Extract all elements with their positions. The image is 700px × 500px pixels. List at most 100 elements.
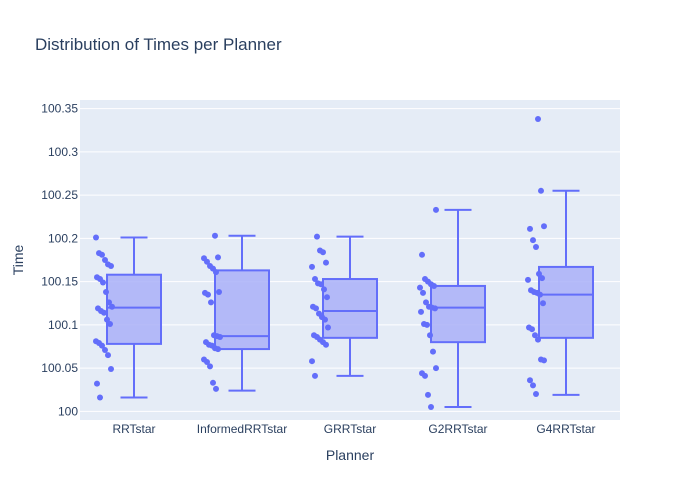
data-point [535, 116, 541, 123]
data-point [417, 284, 423, 291]
data-point [102, 346, 108, 353]
data-point [428, 404, 434, 411]
data-point [433, 206, 439, 213]
data-point [314, 233, 320, 240]
data-point [322, 316, 328, 323]
box-RRTstar [93, 234, 162, 401]
x-tick-label: G2RRTstar [428, 422, 487, 436]
data-point [216, 289, 222, 295]
data-point [430, 348, 436, 355]
iqr-box [538, 265, 594, 339]
data-point [538, 187, 544, 194]
data-point [530, 237, 536, 244]
box-G2RRTstar [417, 206, 486, 411]
y-tick-label: 100.2 [48, 231, 78, 245]
data-point [109, 303, 115, 310]
data-point [97, 394, 103, 401]
data-point [323, 341, 329, 348]
y-tick-label: 100.05 [41, 361, 78, 375]
data-point [210, 379, 216, 386]
data-point [107, 321, 113, 327]
x-tick-label: InformedRRTstar [197, 422, 287, 436]
iqr-box [214, 269, 270, 351]
iqr-box [322, 278, 378, 339]
data-point [105, 352, 111, 359]
data-point [93, 234, 99, 241]
data-point [309, 358, 315, 365]
data-point [108, 263, 114, 270]
data-point [215, 346, 221, 353]
data-point [536, 270, 542, 277]
data-point [204, 258, 210, 265]
data-point [204, 359, 210, 366]
y-tick-label: 100 [58, 404, 78, 418]
y-axis-title: Time [10, 244, 26, 275]
iqr-box [430, 284, 486, 344]
data-point [213, 269, 219, 276]
data-point [100, 279, 106, 286]
data-point [532, 332, 538, 339]
data-point [432, 305, 438, 312]
x-tick-label: RRTstar [112, 422, 155, 436]
data-point [94, 380, 100, 387]
data-point [423, 299, 429, 306]
y-tick-label: 100.35 [41, 102, 78, 116]
chart-title: Distribution of Times per Planner [35, 35, 282, 54]
data-point [535, 336, 541, 343]
data-point [313, 305, 319, 312]
data-point [419, 251, 425, 258]
x-axis-title: Planner [326, 447, 375, 463]
data-point [213, 385, 219, 392]
data-point [101, 309, 107, 316]
data-point [309, 263, 315, 270]
x-tick-label: GRRTstar [324, 422, 376, 436]
data-point [527, 377, 533, 384]
data-point [427, 332, 433, 339]
data-point [527, 225, 533, 232]
data-point [312, 372, 318, 379]
data-point [433, 365, 439, 372]
data-point [537, 291, 543, 298]
data-point [533, 391, 539, 398]
boxes-layer [93, 116, 594, 411]
y-tick-label: 100.25 [41, 188, 78, 202]
data-point [108, 365, 114, 372]
data-point [217, 333, 223, 340]
data-point [106, 299, 112, 306]
data-point [102, 257, 108, 263]
iqr-box [106, 273, 162, 345]
y-tick-label: 100.15 [41, 275, 78, 289]
data-point [418, 308, 424, 315]
data-point [104, 316, 110, 323]
data-point [312, 276, 318, 283]
data-point [529, 326, 535, 333]
data-point [530, 382, 536, 389]
data-point [321, 286, 327, 293]
data-point [99, 251, 105, 258]
data-point [420, 289, 426, 296]
data-point [424, 321, 430, 328]
data-point [525, 276, 531, 283]
data-point [215, 254, 221, 261]
data-point [541, 223, 547, 230]
data-point [103, 289, 109, 295]
y-tick-label: 100.1 [48, 318, 78, 332]
data-point [320, 249, 326, 256]
y-axis-ticks: 100 100.05 100.1 100.15 100.2 100.25 100.3 100.… [41, 102, 78, 419]
box-GRRTstar [309, 233, 378, 379]
data-point [318, 281, 324, 288]
data-point [323, 259, 329, 266]
data-point [205, 291, 211, 298]
data-point [207, 363, 213, 370]
box-G4RRTstar [525, 116, 594, 398]
data-point [533, 244, 539, 251]
data-point [425, 391, 431, 398]
data-point [208, 299, 214, 306]
data-point [431, 282, 437, 289]
data-point [212, 232, 218, 239]
data-point [541, 357, 547, 364]
data-point [99, 342, 105, 349]
x-tick-label: G4RRTstar [536, 422, 595, 436]
y-tick-label: 100.3 [48, 145, 78, 159]
